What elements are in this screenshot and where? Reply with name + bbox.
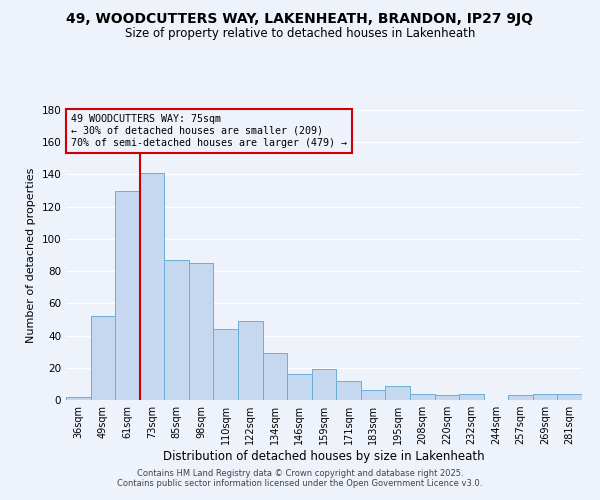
Bar	[66, 397, 91, 400]
Bar	[557, 394, 582, 400]
Bar	[385, 386, 410, 400]
Bar	[434, 395, 459, 400]
X-axis label: Distribution of detached houses by size in Lakenheath: Distribution of detached houses by size …	[163, 450, 485, 463]
Bar	[115, 190, 140, 400]
Bar	[312, 370, 336, 400]
Bar	[263, 354, 287, 400]
Text: Contains HM Land Registry data © Crown copyright and database right 2025.: Contains HM Land Registry data © Crown c…	[137, 468, 463, 477]
Bar	[189, 263, 214, 400]
Bar	[459, 394, 484, 400]
Bar	[508, 395, 533, 400]
Bar	[287, 374, 312, 400]
Y-axis label: Number of detached properties: Number of detached properties	[26, 168, 36, 342]
Text: 49 WOODCUTTERS WAY: 75sqm
← 30% of detached houses are smaller (209)
70% of semi: 49 WOODCUTTERS WAY: 75sqm ← 30% of detac…	[71, 114, 347, 148]
Text: 49, WOODCUTTERS WAY, LAKENHEATH, BRANDON, IP27 9JQ: 49, WOODCUTTERS WAY, LAKENHEATH, BRANDON…	[67, 12, 533, 26]
Bar	[164, 260, 189, 400]
Bar	[214, 329, 238, 400]
Bar	[336, 380, 361, 400]
Text: Contains public sector information licensed under the Open Government Licence v3: Contains public sector information licen…	[118, 478, 482, 488]
Bar	[140, 173, 164, 400]
Bar	[238, 321, 263, 400]
Bar	[91, 316, 115, 400]
Bar	[361, 390, 385, 400]
Text: Size of property relative to detached houses in Lakenheath: Size of property relative to detached ho…	[125, 28, 475, 40]
Bar	[410, 394, 434, 400]
Bar	[533, 394, 557, 400]
